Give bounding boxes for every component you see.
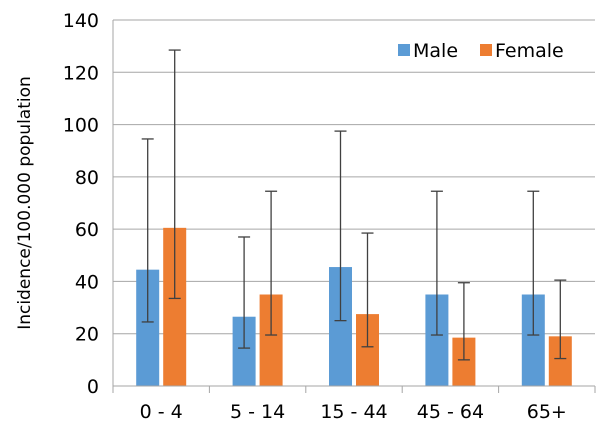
y-axis-title: Incidence/100.000 population (15, 76, 35, 330)
y-tick-label: 140 (63, 10, 99, 32)
bar-male-2 (232, 316, 256, 386)
y-tick-label: 120 (63, 62, 99, 84)
legend-label-female: Female (495, 40, 564, 62)
x-tick-label: 0 - 4 (140, 401, 183, 423)
bar-female-4 (452, 337, 476, 386)
y-tick-label: 0 (87, 376, 99, 398)
x-tick-label: 15 - 44 (320, 401, 387, 423)
y-tick-labels: 0 20 40 60 80 100 120 140 (63, 10, 99, 398)
bar-female-1 (163, 227, 187, 386)
y-tick-label: 100 (63, 115, 99, 137)
bar-female-5 (548, 336, 572, 386)
legend: Male Female (398, 40, 564, 62)
legend-swatch-male (398, 44, 410, 56)
x-tick-label: 65+ (527, 401, 567, 423)
gridlines (113, 19, 595, 335)
bar-male-4 (425, 294, 449, 386)
bar-male-1 (136, 269, 160, 386)
bar-female-2 (259, 294, 283, 386)
x-tick-labels: 0 - 4 5 - 14 15 - 44 45 - 64 65+ (140, 401, 567, 423)
axes (112, 20, 596, 393)
y-tick-label: 80 (75, 167, 99, 189)
legend-label-male: Male (413, 40, 458, 62)
y-tick-label: 60 (75, 219, 99, 241)
error-bars (141, 49, 567, 361)
bar-male-3 (329, 267, 352, 386)
bar-male-5 (521, 294, 545, 386)
legend-swatch-female (480, 44, 492, 56)
y-tick-label: 40 (75, 271, 99, 293)
x-tick-label: 45 - 64 (417, 401, 484, 423)
bars (136, 227, 572, 386)
y-tick-label: 20 (75, 324, 99, 346)
bar-female-3 (356, 314, 379, 386)
x-tick-label: 5 - 14 (230, 401, 285, 423)
